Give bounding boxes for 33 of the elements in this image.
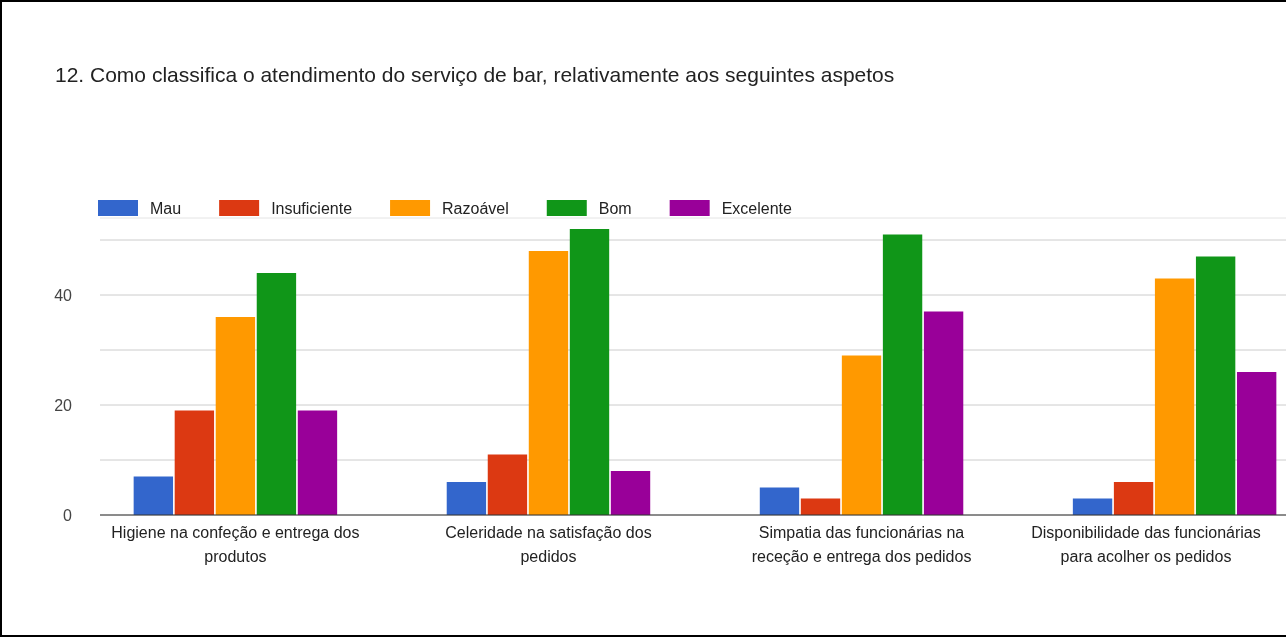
legend-label: Excelente [721, 200, 793, 217]
y-tick-label: 40 [54, 286, 73, 304]
bar [133, 476, 174, 515]
y-tick-label: 20 [54, 396, 73, 414]
bar [841, 355, 882, 515]
y-tick-label: 0 [63, 506, 73, 524]
chart-title: 12. Como classifica o atendimento do serviço de bar, relativamente aos seguintes aspetos [55, 63, 895, 86]
bar [759, 487, 800, 515]
bar [610, 471, 651, 515]
bar [923, 311, 964, 515]
x-tick-label: Disponibilidade das funcionárias para acolher os pedidos [1031, 524, 1261, 565]
bar [446, 482, 487, 515]
bar [800, 498, 841, 515]
legend-label: Insuficiente [271, 200, 353, 217]
legend-label: Razoável [442, 200, 509, 217]
bar [1113, 482, 1154, 515]
bar [569, 229, 610, 515]
x-tick-label: Simpatia das funcionárias na receção e entrega dos pedidos [751, 524, 972, 565]
bar [882, 234, 923, 515]
bar [256, 273, 297, 515]
bar [215, 317, 256, 515]
bar [297, 410, 338, 515]
bar [1154, 278, 1195, 515]
bar [1072, 498, 1113, 515]
bar [487, 454, 528, 515]
x-tick-label: Celeridade na satisfação dos pedidos [445, 524, 652, 565]
bar [174, 410, 215, 515]
legend-label: Bom [598, 200, 632, 217]
bar [1195, 256, 1236, 515]
bar [528, 251, 569, 515]
x-tick-label: Higiene na confeção e entrega dos produtos [111, 524, 360, 565]
bar [1236, 372, 1277, 515]
legend-label: Mau [150, 200, 182, 217]
